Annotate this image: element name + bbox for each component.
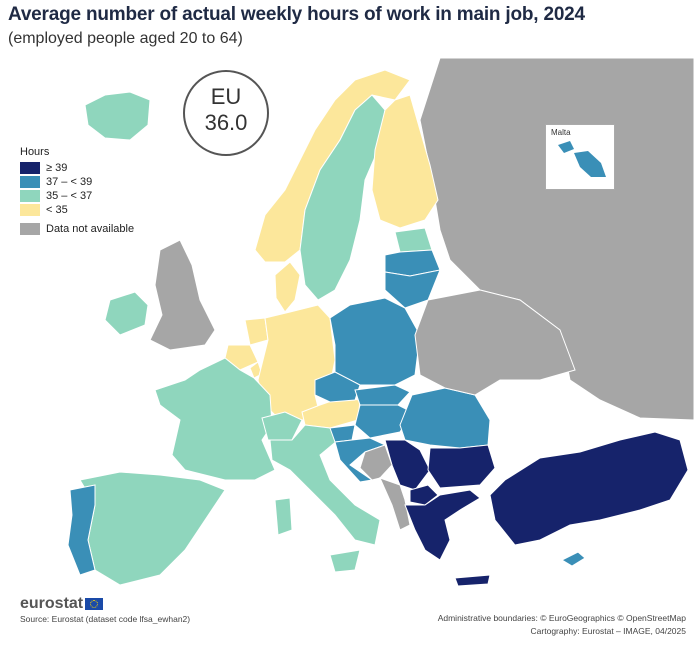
malta-inset-map <box>558 141 606 177</box>
region-cyprus <box>560 551 586 567</box>
legend-swatch <box>20 161 40 174</box>
legend-label: Data not available <box>46 222 135 235</box>
legend-item: < 35 <box>20 203 134 216</box>
region-belarus-ukraine <box>414 289 576 396</box>
region-serbia <box>384 439 431 491</box>
region-greece <box>404 489 481 561</box>
legend-label: 37 – < 39 <box>46 175 93 188</box>
region-slovenia <box>329 424 356 443</box>
legend-label: 35 – < 37 <box>46 189 93 202</box>
source-note: Source: Eurostat (dataset code lfsa_ewha… <box>20 614 191 624</box>
region-sardinia <box>274 497 293 536</box>
region-montenegro-albania <box>379 477 411 531</box>
legend-label: < 35 <box>46 203 68 216</box>
map-subtitle: (employed people aged 20 to 64) <box>8 30 243 47</box>
region-estonia <box>394 227 433 253</box>
legend-item: ≥ 39 <box>20 161 134 174</box>
region-switzerland <box>261 411 303 441</box>
map-title: Average number of actual weekly hours of… <box>8 4 585 25</box>
legend-label: ≥ 39 <box>46 161 68 174</box>
region-portugal <box>67 484 96 576</box>
region-france <box>154 357 276 481</box>
eu-flag-icon <box>85 598 104 610</box>
region-czechia <box>314 371 361 403</box>
legend-swatch <box>20 175 40 188</box>
region-united-kingdom <box>149 239 216 351</box>
legend-swatch <box>20 222 40 235</box>
legend-item-na: Data not available <box>20 222 134 235</box>
eurostat-logo: eurostat <box>20 595 104 613</box>
region-malta-gozo <box>558 141 574 153</box>
cartography-credit: Cartography: Eurostat – IMAGE, 04/2025 <box>530 626 686 636</box>
legend-item: 35 – < 37 <box>20 189 134 202</box>
eu-label: EU <box>210 84 242 109</box>
region-slovakia <box>354 384 411 406</box>
region-malta-main <box>574 151 606 177</box>
region-iceland <box>84 91 151 141</box>
region-belgium <box>224 344 259 371</box>
boundaries-credit: Administrative boundaries: © EuroGeograp… <box>437 613 686 623</box>
region-italy <box>269 424 381 546</box>
region-ireland <box>104 291 149 336</box>
legend-swatch <box>20 203 40 216</box>
legend-swatch <box>20 189 40 202</box>
region-north-macedonia <box>409 484 439 506</box>
legend-item: 37 – < 39 <box>20 175 134 188</box>
malta-inset-label: Malta <box>551 128 571 137</box>
legend-title: Hours <box>20 146 50 158</box>
region-turkiye <box>489 431 689 546</box>
region-crete <box>454 574 491 587</box>
malta-inset: Malta <box>545 124 615 190</box>
eurostat-logo-text: eurostat <box>20 595 84 612</box>
map-legend: Hours ≥ 39 37 – < 39 35 – < 37 < 35 Data… <box>20 146 134 236</box>
region-poland <box>329 297 421 386</box>
eu-average-badge: EU 36.0 <box>183 70 269 156</box>
region-finland <box>371 94 439 229</box>
region-bulgaria <box>427 444 496 489</box>
region-germany <box>257 304 336 426</box>
region-romania <box>399 387 491 449</box>
eu-value: 36.0 <box>204 110 248 135</box>
region-denmark <box>274 261 301 313</box>
region-sicily <box>329 549 361 573</box>
